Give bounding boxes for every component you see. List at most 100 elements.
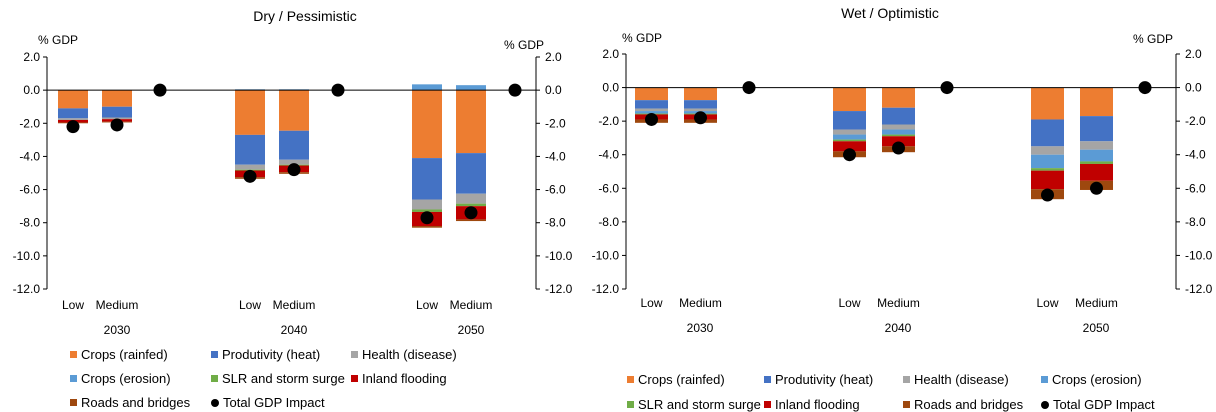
chart-2-total-gdp-dot xyxy=(1090,181,1103,195)
chart-1-total-gdp-dot xyxy=(420,211,434,225)
chart-2-bar-segment xyxy=(1080,149,1113,162)
chart-2-y-tick-label-left: -10.0 xyxy=(592,248,620,262)
chart-2-legend-item: Total GDP Impact xyxy=(1041,397,1155,412)
chart-2-title: Wet / Optimistic xyxy=(841,5,939,21)
chart-2-legend-item: Crops (erosion) xyxy=(1041,372,1142,387)
chart-2-bar-segment xyxy=(833,87,866,112)
chart-2-y-tick-label-right: 0.0 xyxy=(1185,81,1202,95)
legend-swatch xyxy=(627,401,634,408)
chart-1-total-gdp-dot xyxy=(287,163,301,177)
chart-2-bar-segment xyxy=(833,111,866,130)
chart-1-y-axis-label-left: % GDP xyxy=(38,33,78,47)
chart-2-x-category-label: Low xyxy=(838,296,860,310)
chart-1-y-tick-label-left: 0.0 xyxy=(23,83,40,97)
legend-swatch xyxy=(764,376,771,383)
legend-swatch xyxy=(351,351,358,358)
chart-2-y-tick-label-right: -8.0 xyxy=(1185,215,1206,229)
chart-1-legend-item: Health (disease) xyxy=(351,347,457,362)
chart-1-bar-segment xyxy=(456,90,486,154)
chart-2-total-gdp-dot xyxy=(1041,188,1054,202)
chart-1-x-group-label: 2030 xyxy=(104,323,131,337)
chart-1-y-tick-label-right: -8.0 xyxy=(545,216,566,230)
chart-2-y-tick-label-right: -4.0 xyxy=(1185,148,1206,162)
chart-1-x-group-label: 2040 xyxy=(281,323,308,337)
legend-label: Crops (rainfed) xyxy=(81,347,168,362)
chart-1-legend-item: Inland flooding xyxy=(351,371,447,386)
chart-1-y-tick-label-right: 0.0 xyxy=(545,83,562,97)
chart-1-bar-segment xyxy=(58,108,88,119)
chart-1-bar-segment xyxy=(279,90,309,131)
chart-1-legend-item: Total GDP Impact xyxy=(211,395,325,410)
chart-1-x-category-label: Medium xyxy=(450,298,493,312)
chart-2-y-tick-label-left: -8.0 xyxy=(598,215,619,229)
chart-2-x-group-label: 2030 xyxy=(687,321,714,335)
legend-swatch xyxy=(903,401,910,408)
chart-2-bar-segment xyxy=(882,107,915,125)
chart-2-legend-item: Produtivity (heat) xyxy=(764,372,873,387)
chart-1-bar-segment xyxy=(58,90,88,109)
legend-dot-marker xyxy=(211,398,219,407)
chart-2-y-tick-label-right: -10.0 xyxy=(1185,248,1213,262)
chart-2-bar-segment xyxy=(833,141,866,152)
legend-swatch xyxy=(764,401,771,408)
chart-1-x-category-label: Low xyxy=(239,298,261,312)
chart-1-x-category-label: Low xyxy=(62,298,84,312)
chart-1-y-tick-label-right: 2.0 xyxy=(545,50,562,64)
chart-2-total-gdp-dot xyxy=(694,111,707,125)
legend-swatch xyxy=(211,375,218,382)
chart-1-total-gdp-dot xyxy=(464,206,478,220)
chart-1-y-tick-label-left: -6.0 xyxy=(19,183,40,197)
chart-2-bar-segment xyxy=(1080,116,1113,142)
chart-1-bar-segment xyxy=(412,199,442,210)
chart-1-bar-segment xyxy=(412,158,442,200)
legend-swatch xyxy=(70,375,77,382)
chart-1-bar-segment xyxy=(456,85,486,91)
chart-2-bar-segment xyxy=(635,87,668,101)
legend-swatch xyxy=(351,375,358,382)
chart-1-y-axis-label-right: % GDP xyxy=(504,38,544,52)
legend-swatch xyxy=(627,376,634,383)
chart-2-legend-item: Inland flooding xyxy=(764,397,860,412)
legend-swatch xyxy=(1041,376,1048,383)
chart-1-bar-segment xyxy=(456,219,486,222)
chart-2-bar-segment xyxy=(882,124,915,130)
chart-2-bar-segment xyxy=(635,108,668,112)
chart-2-bar-segment xyxy=(1080,163,1113,181)
chart-2-y-tick-label-right: -2.0 xyxy=(1185,114,1206,128)
chart-1-legend-item: SLR and storm surge xyxy=(211,371,345,386)
chart-2-bar-segment xyxy=(1031,119,1064,147)
legend-label: Total GDP Impact xyxy=(1053,397,1155,412)
chart-2-y-tick-label-left: -2.0 xyxy=(598,114,619,128)
chart-1-y-tick-label-right: -6.0 xyxy=(545,183,566,197)
chart-1-bar-segment xyxy=(235,134,265,165)
chart-1-y-tick-label-right: -12.0 xyxy=(545,282,573,296)
chart-2-legend-item: Crops (rainfed) xyxy=(627,372,725,387)
chart-1-bar-segment xyxy=(58,118,88,120)
chart-1-bar-segment xyxy=(102,117,132,120)
legend-label: Crops (rainfed) xyxy=(638,372,725,387)
chart-1-y-tick-label-left: -10.0 xyxy=(13,249,41,263)
legend-label: Total GDP Impact xyxy=(223,395,325,410)
chart-1-total-gdp-dot xyxy=(110,118,124,132)
legend-label: Roads and bridges xyxy=(81,395,191,410)
legend-swatch xyxy=(211,351,218,358)
chart-2-x-category-label: Low xyxy=(1036,296,1058,310)
chart-2-x-category-label: Low xyxy=(640,296,662,310)
chart-1-bar-segment xyxy=(235,164,265,170)
chart-1-bar-segment xyxy=(456,193,486,204)
chart-2-total-gdp-dot xyxy=(843,148,856,162)
chart-2-bar-segment xyxy=(1080,87,1113,117)
chart-2-bar-segment xyxy=(635,111,668,114)
chart-1-bar-segment xyxy=(102,90,132,107)
legend-label: Roads and bridges xyxy=(914,397,1024,412)
chart-2-y-tick-label-right: 2.0 xyxy=(1185,47,1202,61)
chart-2-bar-segment xyxy=(1031,146,1064,155)
chart-2-bar-segment xyxy=(882,136,915,147)
chart-1-legend-item: Produtivity (heat) xyxy=(211,347,320,362)
chart-2-bar-segment xyxy=(684,108,717,112)
chart-1-y-tick-label-left: -12.0 xyxy=(13,282,41,296)
chart-2-y-tick-label-left: -6.0 xyxy=(598,181,619,195)
chart-2-x-category-label: Medium xyxy=(877,296,920,310)
chart-1-x-category-label: Medium xyxy=(273,298,316,312)
chart-2-legend-item: Roads and bridges xyxy=(903,397,1023,412)
